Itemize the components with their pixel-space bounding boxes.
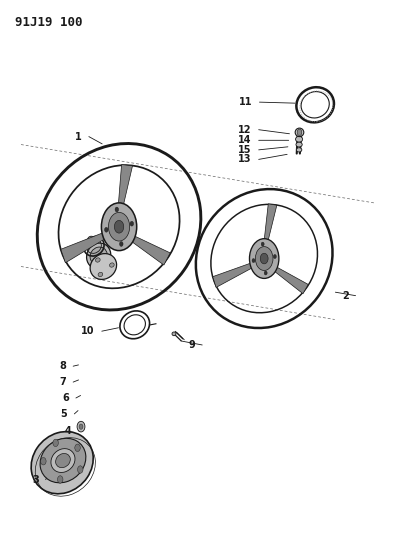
Circle shape <box>105 228 108 232</box>
Ellipse shape <box>90 254 117 279</box>
Ellipse shape <box>40 438 86 483</box>
Text: 6: 6 <box>62 393 69 403</box>
Ellipse shape <box>88 236 94 241</box>
Circle shape <box>260 253 268 264</box>
Text: 1: 1 <box>75 132 82 142</box>
Circle shape <box>255 247 273 270</box>
Circle shape <box>130 221 134 226</box>
Circle shape <box>41 457 46 465</box>
Text: 9: 9 <box>188 340 195 350</box>
Text: 91J19 100: 91J19 100 <box>15 16 83 29</box>
Circle shape <box>252 259 255 263</box>
Ellipse shape <box>90 247 107 265</box>
Polygon shape <box>213 262 255 287</box>
Text: 7: 7 <box>59 377 66 387</box>
Ellipse shape <box>296 142 302 147</box>
Polygon shape <box>128 235 170 265</box>
Text: 11: 11 <box>239 97 252 107</box>
Text: 12: 12 <box>238 125 252 135</box>
Circle shape <box>75 444 80 451</box>
Circle shape <box>115 207 118 212</box>
Ellipse shape <box>295 136 303 142</box>
Circle shape <box>77 466 83 473</box>
Polygon shape <box>118 165 132 209</box>
Circle shape <box>109 213 130 241</box>
Circle shape <box>250 239 279 278</box>
Ellipse shape <box>87 243 111 269</box>
Text: 14: 14 <box>238 135 252 146</box>
Circle shape <box>114 220 124 233</box>
Ellipse shape <box>295 128 304 136</box>
Ellipse shape <box>98 272 103 277</box>
Circle shape <box>77 421 85 432</box>
Text: 5: 5 <box>60 409 67 419</box>
Ellipse shape <box>51 449 75 472</box>
Text: 10: 10 <box>81 326 95 336</box>
Polygon shape <box>272 265 308 294</box>
Polygon shape <box>264 204 277 244</box>
Text: 8: 8 <box>59 361 66 371</box>
Text: 3: 3 <box>32 475 39 484</box>
Circle shape <box>102 203 137 251</box>
Text: 2: 2 <box>342 290 348 301</box>
Ellipse shape <box>172 332 176 336</box>
Circle shape <box>53 439 58 447</box>
Circle shape <box>261 242 264 246</box>
Circle shape <box>273 255 276 259</box>
Text: 15: 15 <box>238 145 252 155</box>
Ellipse shape <box>31 432 93 494</box>
Circle shape <box>264 271 267 275</box>
Ellipse shape <box>96 258 100 262</box>
Ellipse shape <box>109 263 114 267</box>
Circle shape <box>58 476 63 483</box>
Ellipse shape <box>296 148 302 152</box>
Ellipse shape <box>56 454 70 467</box>
Text: 13: 13 <box>238 155 252 164</box>
Circle shape <box>297 129 302 135</box>
Polygon shape <box>61 231 108 263</box>
Circle shape <box>79 424 83 429</box>
Text: 4: 4 <box>64 426 71 436</box>
Circle shape <box>120 241 123 246</box>
